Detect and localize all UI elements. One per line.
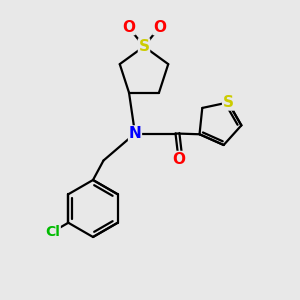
Text: Cl: Cl xyxy=(45,225,60,239)
Text: N: N xyxy=(129,126,141,141)
Text: O: O xyxy=(153,20,166,34)
Text: O: O xyxy=(122,20,135,34)
Text: S: S xyxy=(223,95,234,110)
Text: S: S xyxy=(139,39,149,54)
Text: O: O xyxy=(172,152,185,166)
